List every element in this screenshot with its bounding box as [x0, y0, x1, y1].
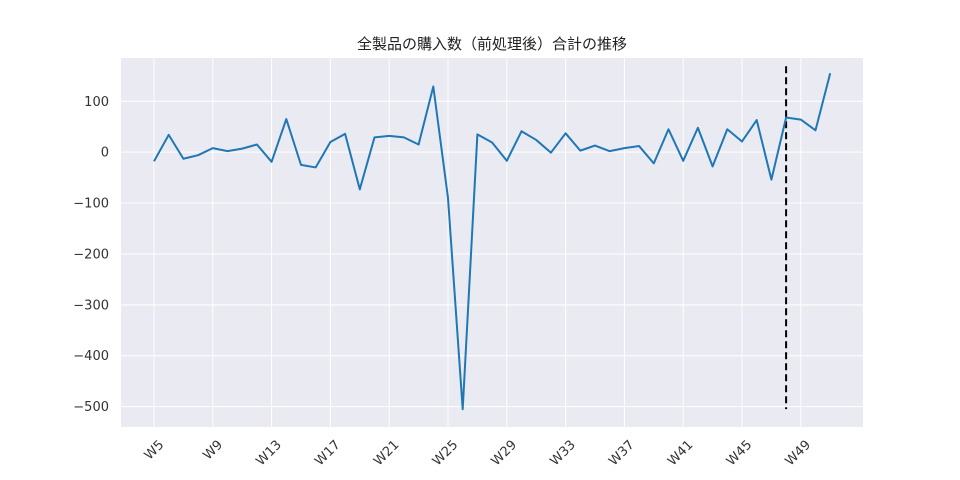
data-point: [800, 119, 802, 121]
data-point: [462, 408, 464, 410]
data-point: [388, 135, 390, 137]
data-point: [227, 150, 229, 152]
data-point: [668, 128, 670, 130]
x-tick-label: W45: [724, 438, 755, 469]
y-tick-label: −100: [73, 197, 109, 212]
data-point: [491, 141, 493, 143]
data-point: [770, 179, 772, 181]
data-point: [741, 140, 743, 142]
data-point: [726, 128, 728, 130]
x-tick-label: W29: [489, 438, 520, 469]
data-point: [682, 160, 684, 162]
y-axis-ticks: 100 0 −100 −200 −300 −400 −500: [73, 95, 109, 415]
data-point: [623, 147, 625, 149]
data-point: [256, 144, 258, 146]
data-point: [756, 119, 758, 121]
data-point: [300, 164, 302, 166]
data-point: [197, 154, 199, 156]
y-tick-label: 0: [101, 146, 109, 161]
x-tick-label: W25: [430, 438, 461, 469]
x-tick-label: W41: [665, 438, 696, 469]
data-point: [212, 147, 214, 149]
data-point: [535, 139, 537, 141]
data-point: [418, 144, 420, 146]
series-line: [153, 73, 832, 411]
data-point: [829, 72, 831, 74]
y-tick-label: −500: [73, 400, 109, 415]
plot-area: [121, 58, 863, 427]
data-point: [712, 165, 714, 167]
data-point: [403, 136, 405, 138]
data-point: [609, 150, 611, 152]
x-axis-ticks: W5 W9 W13 W17 W21 W25 W29 W33 W37 W41 W45 W49: [142, 438, 814, 469]
data-point: [697, 127, 699, 129]
y-tick-label: −400: [73, 349, 109, 364]
data-point: [476, 133, 478, 135]
x-tick-label: W37: [606, 438, 637, 469]
x-tick-label: W13: [253, 438, 284, 469]
y-tick-label: −200: [73, 247, 109, 262]
data-point: [550, 152, 552, 154]
data-point: [579, 150, 581, 152]
data-point: [506, 160, 508, 162]
data-point: [285, 118, 287, 120]
data-point: [521, 130, 523, 132]
data-point: [329, 141, 331, 143]
x-tick-label: W49: [783, 438, 814, 469]
y-tick-label: 100: [84, 95, 109, 110]
data-point: [785, 117, 787, 119]
data-point: [374, 136, 376, 138]
data-point: [344, 133, 346, 135]
data-point: [594, 145, 596, 147]
data-point: [638, 145, 640, 147]
data-point: [271, 161, 273, 163]
x-tick-label: W5: [142, 438, 168, 464]
x-tick-label: W21: [371, 438, 402, 469]
data-point: [168, 134, 170, 136]
chart-title: 全製品の購入数（前処理後）合計の推移: [357, 35, 627, 53]
data-point: [653, 162, 655, 164]
y-tick-label: −300: [73, 298, 109, 313]
data-point: [565, 132, 567, 134]
data-point: [447, 197, 449, 199]
data-point: [815, 129, 817, 131]
data-point: [241, 148, 243, 150]
data-point: [359, 188, 361, 190]
data-point: [182, 158, 184, 160]
data-point: [432, 86, 434, 88]
data-point: [315, 166, 317, 168]
x-tick-label: W9: [201, 438, 227, 464]
x-tick-label: W33: [547, 438, 578, 469]
data-point: [153, 160, 155, 162]
grid-lines: [121, 58, 863, 427]
x-tick-label: W17: [312, 438, 343, 469]
